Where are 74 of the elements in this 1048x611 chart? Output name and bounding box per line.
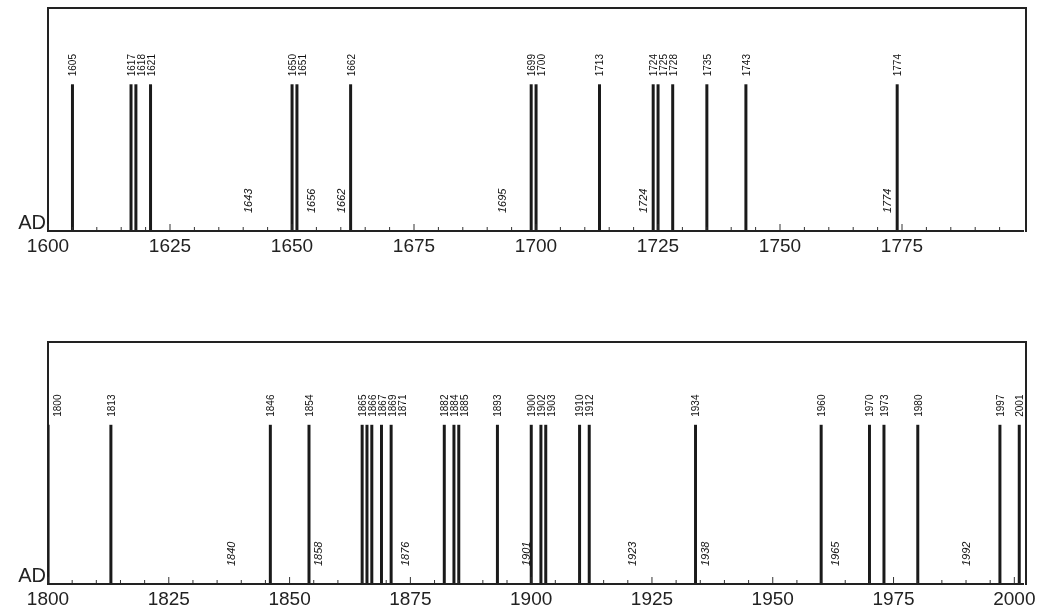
annotation: 1651 — [297, 53, 308, 77]
x-tick-label: 1825 — [147, 588, 190, 609]
x-tick-label: 1850 — [268, 588, 311, 609]
annotation: 1800 — [52, 394, 63, 417]
annotation: 2001 — [1014, 394, 1026, 417]
x-tick-label: 1650 — [270, 235, 314, 256]
annotation: 1728 — [668, 53, 680, 77]
annotation: 1621 — [145, 53, 157, 77]
annotation: 1869 — [387, 394, 399, 417]
x-tick-label: 1675 — [392, 235, 436, 256]
annotation: 1858 — [312, 540, 325, 566]
annotation: 1973 — [878, 394, 890, 417]
annotation: 1662 — [345, 53, 357, 77]
annotation: 1912 — [584, 394, 596, 417]
annotation: 1699 — [526, 53, 538, 77]
annotation: 1617 — [125, 53, 137, 77]
annotation: 1643 — [241, 187, 254, 213]
annotation: 1871 — [397, 394, 409, 417]
x-tick-label: 1700 — [514, 235, 558, 256]
annotation: 1900 — [526, 394, 538, 417]
annotation: 1774 — [881, 188, 894, 213]
x-tick-label: 1975 — [872, 588, 915, 609]
x-tick-label: 1625 — [148, 235, 192, 256]
annotation: 1854 — [303, 394, 315, 417]
annotation: 1970 — [864, 394, 876, 417]
x-tick-label: 1950 — [751, 588, 794, 609]
annotation: 1846 — [265, 394, 277, 417]
annotation: 1882 — [439, 394, 451, 417]
annotation: 1695 — [495, 187, 508, 213]
annotation: 1910 — [574, 394, 586, 417]
annotation: 1938 — [698, 540, 711, 566]
annotation: 1724 — [648, 53, 660, 77]
annotation: 1901 — [520, 541, 532, 566]
annotation: 1605 — [67, 53, 79, 77]
x-tick-label: 1800 — [26, 588, 70, 609]
annotation: 1724 — [637, 188, 650, 213]
annotation: 1934 — [690, 394, 702, 417]
annotation: 1923 — [626, 540, 639, 566]
annotation: 1876 — [399, 540, 412, 566]
x-axis-title: AD — [17, 211, 46, 233]
x-tick-label: 1600 — [26, 235, 70, 256]
annotation: 1866 — [367, 394, 379, 417]
annotation: 1884 — [449, 394, 461, 417]
x-tick-label: 1750 — [758, 235, 802, 256]
annotation: 1700 — [536, 53, 548, 77]
annotation: 1840 — [225, 540, 238, 566]
annotation: 1813 — [105, 394, 117, 417]
x-tick-label: 1900 — [510, 588, 553, 609]
annotation: 1965 — [829, 540, 842, 566]
annotation: 1650 — [287, 53, 298, 77]
annotation: 1997 — [994, 394, 1006, 417]
annotation: 1960 — [816, 394, 828, 417]
x-tick-label: 1725 — [636, 235, 680, 256]
annotation: 1893 — [492, 394, 504, 417]
annotation: 1867 — [377, 394, 389, 417]
annotation: 1992 — [959, 541, 972, 566]
annotation: 1865 — [357, 394, 369, 417]
x-tick-label: 1925 — [630, 588, 674, 609]
x-tick-label: 1875 — [389, 588, 432, 609]
annotation: 1902 — [536, 394, 548, 417]
annotation: 1713 — [594, 53, 606, 77]
annotation: 1735 — [701, 53, 713, 77]
annotation: 1618 — [135, 53, 147, 77]
annotation: 1980 — [912, 394, 924, 417]
annotation: 1774 — [892, 53, 904, 77]
annotation: 1903 — [546, 394, 558, 417]
x-axis-title: AD — [17, 564, 46, 586]
annotation: 1885 — [459, 394, 471, 417]
annotation: 1656 — [305, 187, 318, 213]
annotation: 1743 — [740, 53, 752, 77]
x-tick-label: 1775 — [880, 235, 924, 256]
annotation: 1725 — [658, 53, 670, 77]
annotation: 1662 — [334, 188, 347, 213]
x-tick-label: 2000 — [993, 588, 1036, 609]
